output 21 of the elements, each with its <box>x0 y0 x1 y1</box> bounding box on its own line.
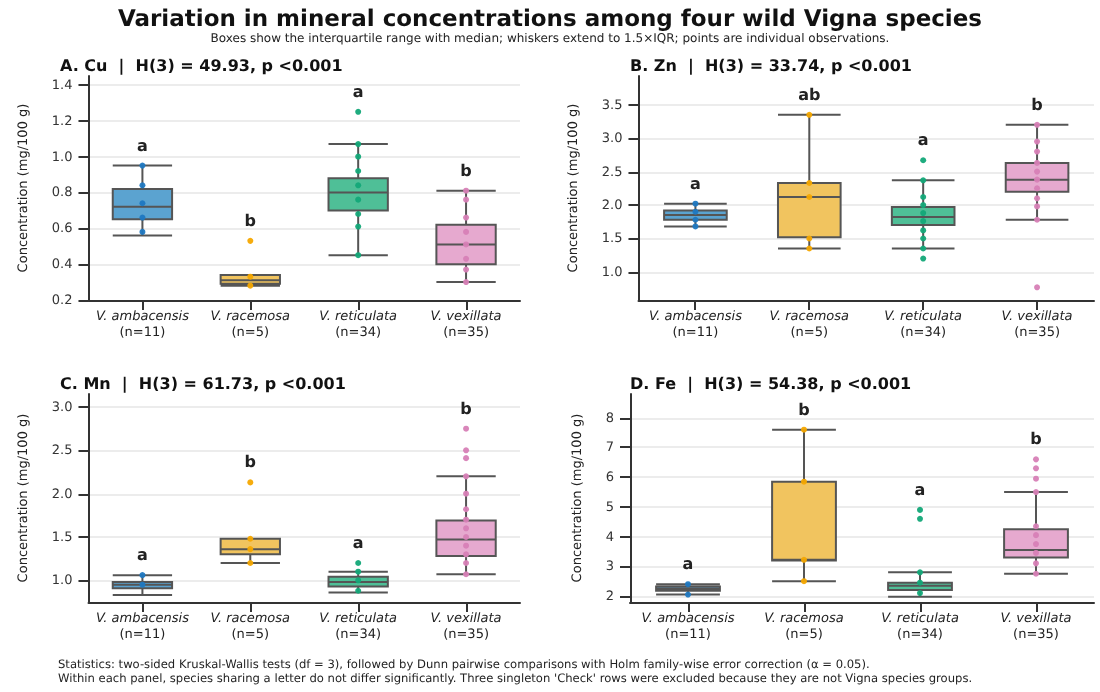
annotation: b <box>1030 430 1043 449</box>
chart-title: A. Cu | H(3) = 49.93, p <0.001 <box>60 57 344 75</box>
chart-title: C. Mn | H(3) = 61.73, p <0.001 <box>60 375 347 393</box>
annotation: a <box>690 174 701 193</box>
annotation: a <box>352 534 364 552</box>
annotation: a <box>137 546 148 565</box>
text: Variation in mineral concentrations among four wild Vigna species <box>115 4 985 32</box>
annotation: a <box>914 480 926 499</box>
annotation: b <box>244 211 257 230</box>
annotation: a <box>352 82 364 101</box>
chart-title: B. Zn | H(3) = 33.74, p <0.001 <box>630 57 913 75</box>
annotation: a <box>917 131 929 150</box>
annotation: b <box>460 399 473 418</box>
annotation: b <box>244 453 257 472</box>
annotation: b <box>460 161 473 180</box>
annotation: b <box>1031 95 1044 114</box>
chart-title: D. Fe | H(3) = 54.38, p <0.001 <box>630 375 913 393</box>
annotation: a <box>137 136 148 155</box>
annotation: a <box>682 555 694 574</box>
annotation: b <box>798 400 811 419</box>
annotation: ab <box>798 85 821 104</box>
